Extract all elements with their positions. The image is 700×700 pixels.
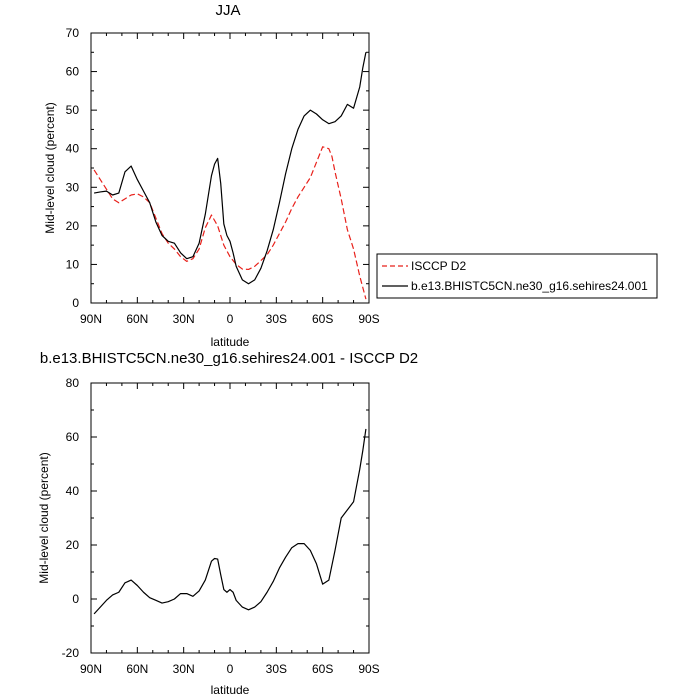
legend-label-isccp: ISCCP D2: [411, 259, 466, 273]
top-x-tick-label: 60N: [126, 312, 148, 326]
legend-label-model: b.e13.BHISTC5CN.ne30_g16.sehires24.001: [411, 279, 648, 293]
top-plot-clip-group: [93, 52, 367, 300]
top-y-tick-label: 30: [66, 180, 80, 194]
bottom-ticks: 90N 60N 30N 0 30S 60S 90S -20 0 20 40 60 80: [62, 376, 380, 676]
top-x-tick-label: 30N: [173, 312, 195, 326]
bottom-x-axis-label: latitude: [211, 683, 250, 697]
bottom-y-axis-label: Mid-level cloud (percent): [37, 452, 51, 583]
bottom-x-tick-label: 30N: [173, 662, 195, 676]
top-y-tick-label: 20: [66, 219, 80, 233]
top-x-tick-label: 30S: [266, 312, 287, 326]
bottom-chart: b.e13.BHISTC5CN.ne30_g16.sehires24.001 -…: [37, 350, 418, 697]
top-chart-title: JJA: [215, 2, 240, 19]
top-y-tick-label: 40: [66, 142, 80, 156]
bottom-y-tick-label: 80: [66, 376, 80, 390]
top-y-tick-label: 0: [72, 296, 79, 310]
bottom-x-tick-label: 60S: [312, 662, 333, 676]
bottom-y-tick-label: 20: [66, 538, 80, 552]
bottom-plot-clip-group: [93, 428, 367, 615]
bottom-x-tick-label: 90N: [80, 662, 102, 676]
bottom-y-tick-label: 0: [72, 592, 79, 606]
bottom-plot-frame: [90, 382, 370, 654]
top-y-tick-label: 10: [66, 257, 80, 271]
top-series-layer: [93, 52, 367, 300]
top-y-tick-label: 70: [66, 26, 80, 40]
top-y-axis-label: Mid-level cloud (percent): [43, 102, 57, 233]
top-ticks: 90N 60N 30N 0 30S 60S 90S 0 10 20 30 40 50 60 70: [66, 26, 380, 326]
top-series-line-1: [93, 52, 367, 285]
top-y-tick-label: 60: [66, 65, 80, 79]
bottom-x-tick-label: 30S: [266, 662, 287, 676]
top-x-tick-label: 90N: [80, 312, 102, 326]
top-x-tick-label: 90S: [358, 312, 379, 326]
top-y-tick-label: 50: [66, 103, 80, 117]
bottom-y-tick-label: 60: [66, 430, 80, 444]
bottom-series-line-0: [93, 428, 367, 615]
legend: ISCCP D2 b.e13.BHISTC5CN.ne30_g16.sehire…: [376, 253, 658, 299]
bottom-x-tick-label: 90S: [358, 662, 379, 676]
top-series-line-0: [93, 146, 367, 300]
top-x-tick-label: 0: [227, 312, 234, 326]
bottom-y-tick-label: 40: [66, 484, 80, 498]
legend-box: [376, 253, 658, 299]
bottom-series-layer: [93, 428, 367, 615]
bottom-y-tick-label: -20: [62, 646, 80, 660]
top-x-axis-label: latitude: [211, 335, 250, 349]
top-x-tick-label: 60S: [312, 312, 333, 326]
bottom-chart-title: b.e13.BHISTC5CN.ne30_g16.sehires24.001 -…: [40, 350, 418, 367]
bottom-x-tick-label: 60N: [126, 662, 148, 676]
top-chart: JJA 90N 60N 30N 0 30S 60S 90S 0 10 20 30 40 50 60 70 l…: [43, 2, 658, 349]
bottom-x-tick-label: 0: [227, 662, 234, 676]
